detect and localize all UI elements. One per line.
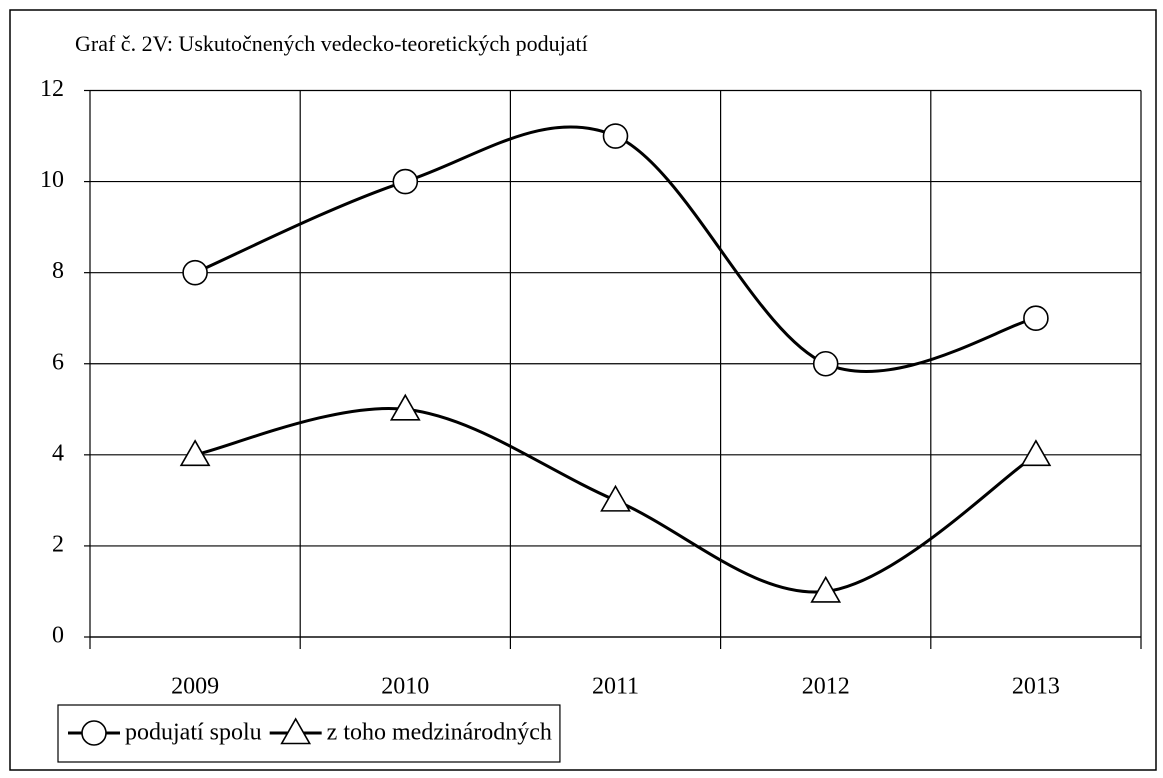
marker-circle <box>602 123 629 149</box>
y-tick-label: 10 <box>40 167 64 193</box>
y-tick-label: 12 <box>40 76 64 102</box>
marker-triangle <box>389 393 421 421</box>
chart-frame <box>9 9 1157 771</box>
legend: podujatí spolu z toho medzinárodných <box>57 704 561 763</box>
x-tick-label: 2010 <box>381 674 429 700</box>
y-tick-label: 2 <box>52 531 64 557</box>
marker-triangle <box>810 575 842 603</box>
x-tick-label: 2013 <box>1012 674 1060 700</box>
marker-triangle <box>179 439 211 467</box>
chart-title: Graf č. 2V: Uskutočnených vedecko-teoret… <box>75 31 588 56</box>
marker-triangle <box>1020 439 1052 467</box>
y-tick-label: 0 <box>52 623 64 649</box>
marker-triangle <box>280 717 312 745</box>
legend-label: z toho medzinárodných <box>327 720 552 746</box>
marker-circle <box>812 350 839 377</box>
marker-circle <box>1023 305 1049 332</box>
legend-label: podujatí spolu <box>125 720 262 746</box>
marker-circle <box>182 259 208 286</box>
marker-triangle <box>600 484 631 512</box>
y-tick-label: 4 <box>52 440 64 466</box>
marker-circle <box>81 720 107 746</box>
x-tick-label: 2012 <box>802 674 850 700</box>
y-tick-label: 8 <box>52 258 64 284</box>
y-tick-label: 6 <box>52 349 64 375</box>
marker-circle <box>392 168 419 195</box>
x-tick-label: 2011 <box>592 674 639 700</box>
x-tick-label: 2009 <box>171 674 219 700</box>
